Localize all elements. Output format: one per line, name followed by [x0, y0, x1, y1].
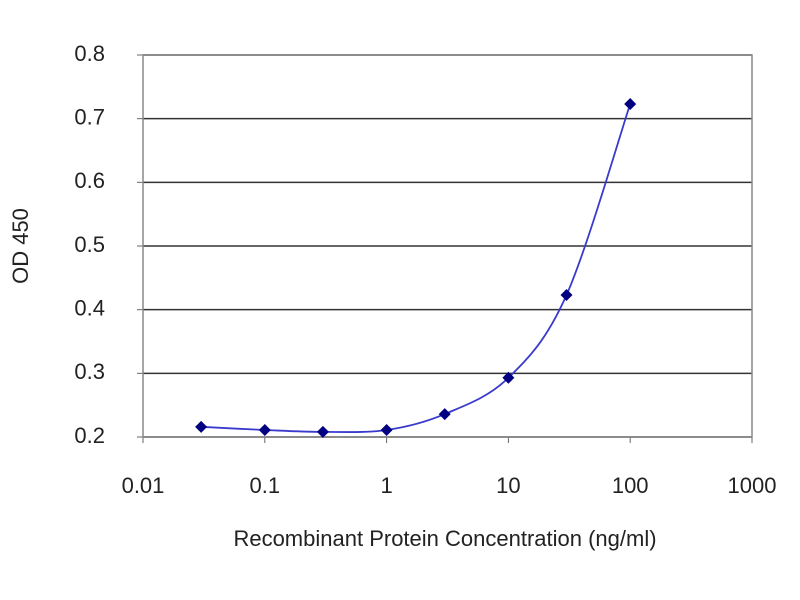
x-axis-title: Recombinant Protein Concentration (ng/ml… — [233, 526, 656, 551]
data-point — [258, 423, 271, 436]
x-tick-label: 1000 — [728, 473, 777, 498]
y-tick-label: 0.7 — [74, 104, 105, 129]
y-axis-title: OD 450 — [8, 208, 33, 284]
data-point — [380, 423, 393, 436]
data-point — [195, 420, 208, 433]
x-tick-label: 0.01 — [122, 473, 165, 498]
plot-frame — [142, 54, 753, 438]
y-tick-label: 0.5 — [74, 232, 105, 257]
data-point — [624, 98, 637, 111]
data-point — [438, 408, 451, 421]
y-tick-label: 0.3 — [74, 359, 105, 384]
x-tick-label: 100 — [612, 473, 649, 498]
y-tick-label: 0.8 — [74, 41, 105, 66]
data-point — [316, 425, 329, 438]
y-tick-label: 0.6 — [74, 168, 105, 193]
x-tick-label: 1 — [380, 473, 392, 498]
y-tick-label: 0.4 — [74, 295, 105, 320]
data-point — [560, 289, 573, 302]
x-tick-label: 10 — [496, 473, 520, 498]
x-tick-label: 0.1 — [250, 473, 281, 498]
data-point — [502, 371, 515, 384]
y-tick-label: 0.2 — [74, 423, 105, 448]
series-line — [201, 103, 632, 433]
